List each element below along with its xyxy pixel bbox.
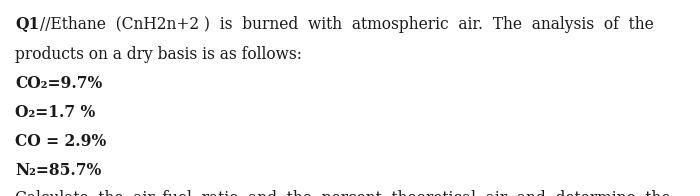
Text: CO = 2.9%: CO = 2.9% (15, 133, 106, 151)
Text: CO₂=9.7%: CO₂=9.7% (15, 75, 103, 93)
Text: N₂=85.7%: N₂=85.7% (15, 162, 102, 180)
Text: Q1: Q1 (15, 16, 40, 33)
Text: Calculate  the  air–fuel  ratio  and  the  percent  theoretical  air  and  deter: Calculate the air–fuel ratio and the per… (15, 190, 671, 196)
Text: O₂=1.7 %: O₂=1.7 % (15, 104, 96, 122)
Text: //Ethane  (CnH2n+2 )  is  burned  with  atmospheric  air.  The  analysis  of  th: //Ethane (CnH2n+2 ) is burned with atmos… (40, 16, 653, 33)
Text: products on a dry basis is as follows:: products on a dry basis is as follows: (15, 46, 302, 63)
